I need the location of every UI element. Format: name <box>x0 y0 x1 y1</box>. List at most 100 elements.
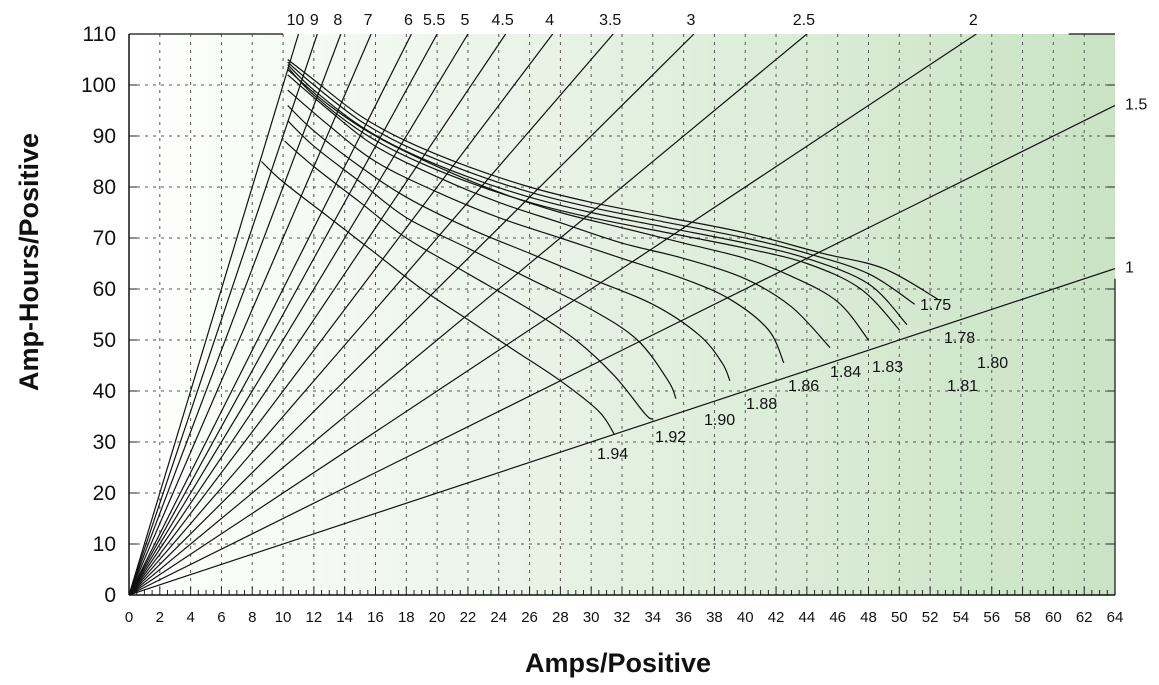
final-voltage-curve <box>287 104 731 382</box>
rate-line <box>129 268 1115 595</box>
curve-label: 1.75 <box>920 297 951 314</box>
final-voltage-curve <box>287 69 869 341</box>
x-tick-label: 8 <box>248 609 256 626</box>
x-tick-label: 60 <box>1045 609 1062 626</box>
x-tick-label: 40 <box>737 609 754 626</box>
x-tick-label: 26 <box>521 609 538 626</box>
rate-line <box>129 34 614 595</box>
rate-line <box>129 34 318 595</box>
curve-label: 1.81 <box>947 378 978 395</box>
rate-line-label: 5 <box>460 12 469 29</box>
rate-line <box>129 34 469 595</box>
x-tick-label: 28 <box>552 609 569 626</box>
rate-line <box>129 34 808 595</box>
rate-line-label: 3 <box>686 12 695 29</box>
rate-line-label: 5.5 <box>423 12 445 29</box>
curve-label: 1.92 <box>655 429 686 446</box>
y-axis-label: Amp-Hours/Positive <box>14 133 44 391</box>
rate-line-label: 3.5 <box>599 12 621 29</box>
x-tick-label: 12 <box>306 609 323 626</box>
x-tick-label: 46 <box>829 609 846 626</box>
x-tick-label: 48 <box>860 609 877 626</box>
rate-line-label: 4 <box>545 12 554 29</box>
plot-frame <box>128 33 1116 596</box>
y-tick-label: 80 <box>93 176 116 199</box>
x-tick-label: 10 <box>275 609 292 626</box>
rate-line-label: 10 <box>287 12 305 29</box>
rate-line <box>129 34 554 595</box>
y-tick-label: 40 <box>93 380 116 403</box>
y-tick-label: 70 <box>93 227 116 250</box>
rate-lines <box>129 34 1115 595</box>
curve-label: 1.84 <box>830 364 861 381</box>
final-voltage-curve <box>287 89 785 364</box>
rate-line-label: 1 <box>1125 260 1134 277</box>
final-voltage-curve <box>287 59 939 300</box>
y-tick-label: 100 <box>81 74 116 97</box>
x-tick-label: 36 <box>675 609 692 626</box>
x-axis-label: Amps/Positive <box>525 648 711 678</box>
rate-line-labels: 10 9 8 7 6 5.5 5 4.5 4 3.5 3 2.5 2 1.5 1 <box>287 12 1148 277</box>
y-tick-label: 0 <box>104 584 116 607</box>
x-tick-label: 0 <box>125 609 133 626</box>
x-tick-label: 52 <box>922 609 939 626</box>
x-tick-label: 4 <box>186 609 194 626</box>
curve-label: 1.78 <box>944 330 975 347</box>
x-tick-labels: 0 2 4 6 8 10 12 14 16 18 20 22 24 26 28 30 32 34 36 38 40 42 4… <box>125 609 1124 626</box>
rate-line-label: 2 <box>969 12 978 29</box>
final-voltage-curve <box>287 61 916 305</box>
final-voltage-curve <box>287 64 908 326</box>
final-voltage-curves <box>261 59 939 435</box>
curve-label: 1.86 <box>788 378 819 395</box>
x-tick-label: 16 <box>367 609 384 626</box>
x-tick-label: 18 <box>398 609 415 626</box>
x-tick-label: 2 <box>156 609 164 626</box>
y-tick-label: 60 <box>93 278 116 301</box>
rate-line-label: 6 <box>404 12 413 29</box>
rate-line-label: 8 <box>333 12 342 29</box>
curve-label: 1.90 <box>704 412 735 429</box>
x-tick-label: 14 <box>336 609 353 626</box>
rate-line <box>129 104 1115 595</box>
rate-line-label: 7 <box>364 12 373 29</box>
y-tick-label: 110 <box>83 23 116 46</box>
final-voltage-curve <box>287 120 677 399</box>
curve-label: 1.83 <box>872 359 903 376</box>
y-tick-labels: 0 10 20 30 40 50 60 70 80 90 100 110 <box>81 23 116 607</box>
y-tick-label: 50 <box>93 329 116 352</box>
rate-line <box>129 34 342 595</box>
rate-line <box>129 34 438 595</box>
curve-label: 1.80 <box>977 355 1008 372</box>
x-tick-label: 42 <box>768 609 785 626</box>
final-voltage-curve <box>261 161 615 435</box>
curve-label: 1.94 <box>597 446 628 463</box>
final-voltage-curve <box>287 74 831 349</box>
rate-line <box>129 34 977 595</box>
x-tick-label: 54 <box>953 609 970 626</box>
x-tick-label: 34 <box>644 609 661 626</box>
rate-line-label: 9 <box>310 12 319 29</box>
x-tick-label: 6 <box>217 609 225 626</box>
x-tick-label: 30 <box>583 609 600 626</box>
rate-line-label: 2.5 <box>793 12 815 29</box>
x-tick-label: 38 <box>706 609 723 626</box>
final-voltage-curve <box>287 66 900 331</box>
rate-line <box>129 34 300 595</box>
x-tick-label: 32 <box>614 609 631 626</box>
rate-line <box>129 34 507 595</box>
y-tick-label: 10 <box>93 533 116 556</box>
y-tick-label: 20 <box>93 482 116 505</box>
x-tick-label: 62 <box>1076 609 1093 626</box>
x-tick-label: 24 <box>490 609 507 626</box>
x-tick-label: 22 <box>460 609 477 626</box>
x-tick-label: 20 <box>429 609 446 626</box>
x-tick-label: 50 <box>891 609 908 626</box>
x-tick-label: 64 <box>1107 609 1124 626</box>
x-tick-label: 56 <box>983 609 1000 626</box>
y-tick-label: 90 <box>93 125 116 148</box>
x-tick-label: 58 <box>1014 609 1031 626</box>
curve-label: 1.88 <box>746 396 777 413</box>
y-tick-label: 30 <box>93 431 116 454</box>
rate-line-label: 1.5 <box>1125 96 1147 113</box>
